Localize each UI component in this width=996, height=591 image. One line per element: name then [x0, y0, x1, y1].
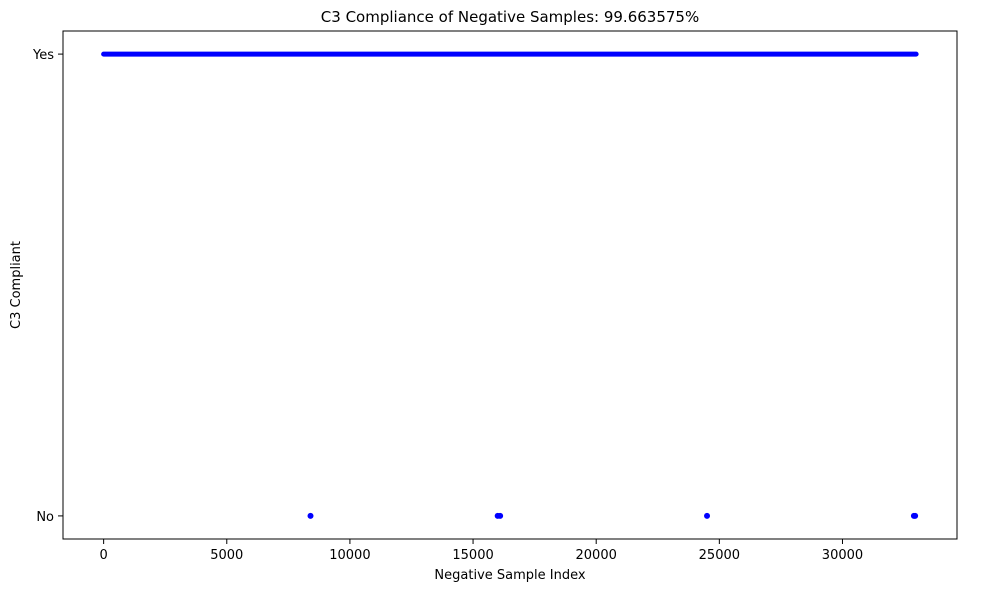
x-tick-label: 15000: [452, 548, 493, 563]
x-tick-label: 10000: [329, 548, 370, 563]
x-tick-label: 0: [99, 548, 107, 563]
y-axis-ticks: No Yes: [32, 48, 63, 525]
y-tick-label: No: [36, 510, 54, 525]
x-axis-label: Negative Sample Index: [434, 568, 585, 583]
chart-title: C3 Compliance of Negative Samples: 99.66…: [321, 8, 699, 26]
y-axis-label: C3 Compliant: [9, 241, 24, 329]
y-tick-label: Yes: [32, 48, 54, 63]
x-tick-label: 25000: [699, 548, 740, 563]
x-tick-label: 20000: [576, 548, 617, 563]
x-tick-label: 30000: [822, 548, 863, 563]
non-compliant-point: [704, 512, 711, 519]
data-points: [101, 51, 919, 519]
non-compliant-point: [307, 512, 314, 519]
non-compliant-point: [497, 512, 504, 519]
non-compliant-point: [912, 512, 919, 519]
x-axis-ticks: 0 5000 10000 15000 20000 25000 30000: [99, 539, 863, 563]
x-tick-label: 5000: [210, 548, 243, 563]
plot-frame: [62, 30, 958, 540]
